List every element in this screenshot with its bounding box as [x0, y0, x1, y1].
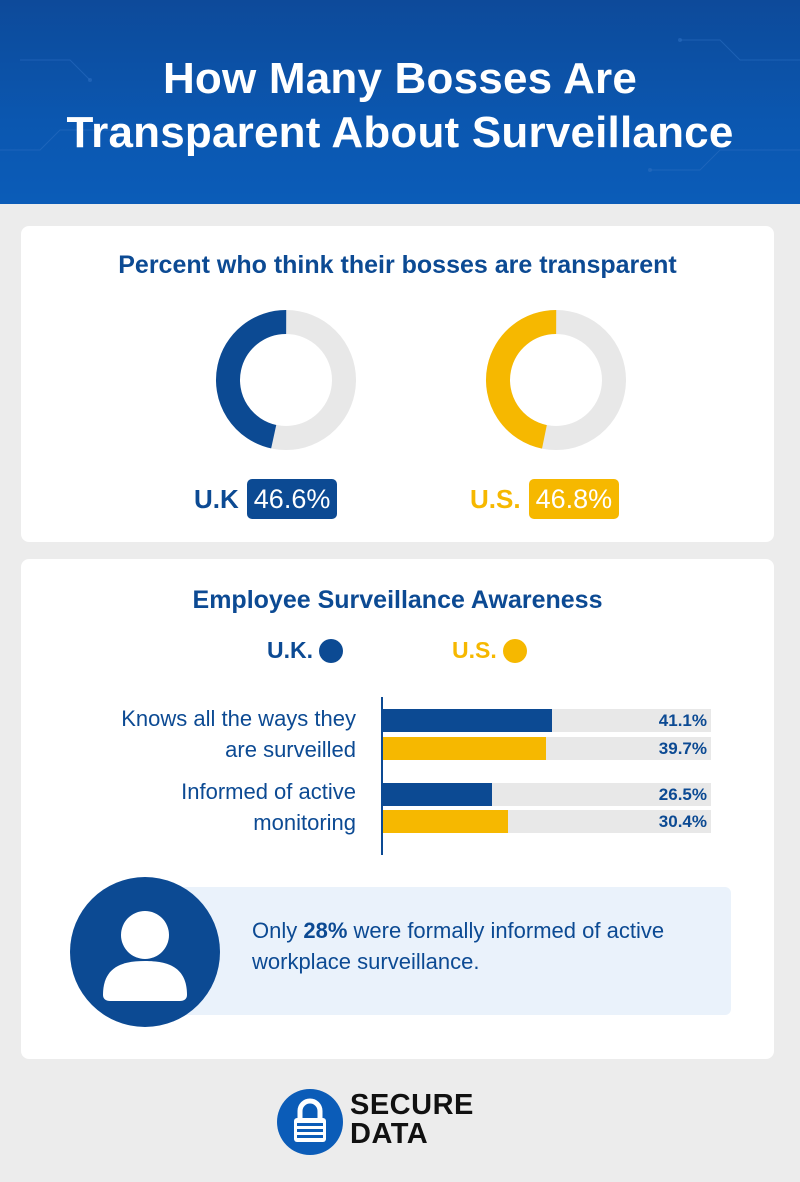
uk-donut-chart	[216, 310, 356, 450]
bar-uk-1	[383, 783, 492, 806]
category-label: Informed of active monitoring	[36, 776, 356, 838]
bar-track: 30.4%	[383, 810, 711, 833]
legend-us-label: U.S.	[452, 637, 497, 663]
legend-uk-label: U.K.	[267, 637, 313, 663]
person-icon-graphic	[103, 911, 187, 1001]
bar-track: 26.5%	[383, 783, 711, 806]
padlock-icon	[277, 1089, 343, 1155]
logo-line-2: DATA	[350, 1118, 429, 1150]
legend-us: U.S.	[452, 637, 527, 664]
logo-wordmark: SECURE DATA	[350, 1091, 474, 1149]
note-highlight: 28%	[303, 918, 348, 943]
bar-value-label: 41.1%	[658, 711, 707, 730]
us-donut-label: U.S. 46.8%	[470, 479, 620, 519]
bar-chart-axis	[381, 697, 383, 855]
awareness-card: Employee Surveillance Awareness U.K. U.S…	[21, 559, 774, 1059]
note-prefix: Only	[252, 918, 304, 943]
category-label-line: Knows all the ways they	[121, 706, 356, 731]
bar-value-label: 39.7%	[658, 739, 707, 758]
page-title-line-1: How Many Bosses Are	[162, 54, 638, 103]
us-donut-chart	[486, 310, 626, 450]
legend-us-dot	[502, 638, 527, 663]
category-label: Knows all the ways they are surveilled	[36, 703, 356, 765]
bar-track: 39.7%	[383, 737, 711, 760]
transparency-card: Percent who think their bosses are trans…	[21, 226, 774, 542]
bar-value-label: 30.4%	[658, 812, 707, 831]
bar-us-0	[383, 737, 546, 760]
circuit-pattern-decoration	[0, 38, 800, 172]
note-text: Only 28% were formally informed of activ…	[252, 915, 712, 977]
category-label-line: are surveilled	[225, 737, 356, 762]
transparency-heading: Percent who think their bosses are trans…	[118, 251, 677, 279]
note-suffix: were formally informed of active workpla…	[252, 918, 665, 974]
logo-line-1: SECURE	[350, 1089, 474, 1121]
donut-value-slice	[216, 310, 356, 450]
uk-label-text: U.K	[194, 483, 239, 514]
bar-us-1	[383, 810, 508, 833]
header-banner: How Many Bosses Are Transparent About Su…	[0, 0, 800, 204]
us-percent-badge: 46.8%	[528, 479, 620, 519]
donut-value-slice	[486, 310, 626, 450]
page-title: How Many Bosses Are Transparent About Su…	[0, 52, 800, 160]
bar-uk-0	[383, 709, 552, 732]
person-icon	[70, 877, 220, 1027]
category-label-line: Informed of active	[181, 779, 356, 804]
uk-donut-label: U.K 46.6%	[194, 479, 338, 519]
uk-percent-badge: 46.6%	[246, 479, 338, 519]
legend-uk: U.K.	[267, 637, 343, 664]
page-title-line-2: Transparent About Surveillance	[66, 108, 734, 157]
category-label-line: monitoring	[253, 810, 356, 835]
awareness-heading: Employee Surveillance Awareness	[192, 586, 603, 614]
note-box	[121, 887, 731, 1015]
us-label-text: U.S.	[470, 483, 521, 514]
legend-uk-dot	[319, 638, 343, 663]
bar-track: 41.1%	[383, 709, 711, 732]
bar-value-label: 26.5%	[658, 785, 707, 804]
secure-data-logo: SECURE DATA	[276, 1088, 536, 1156]
